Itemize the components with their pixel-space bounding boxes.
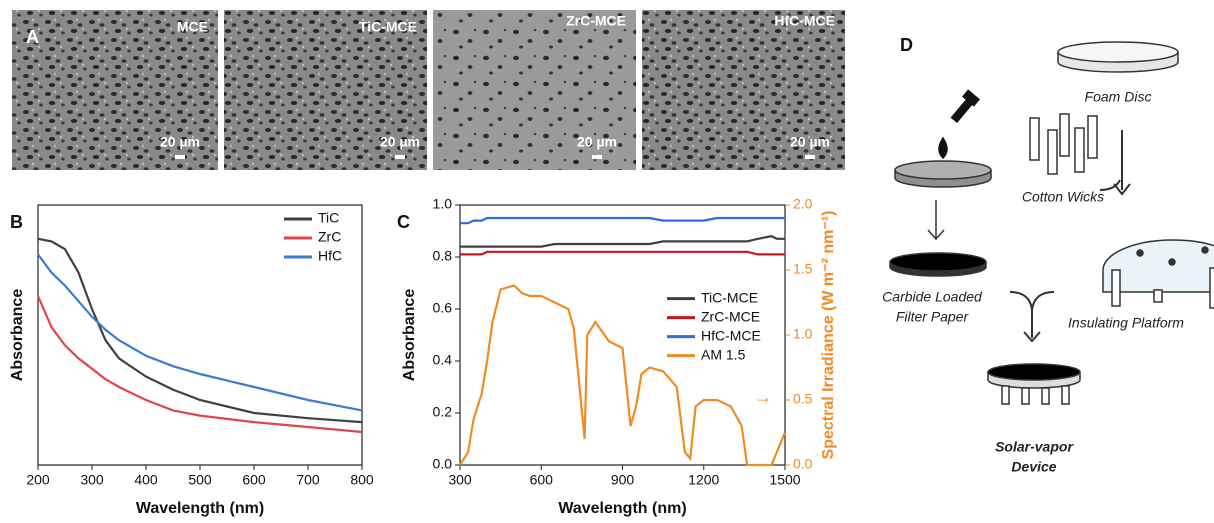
- sem-image: [642, 10, 845, 170]
- y2-axis-label: Spectral Irradiance (W m⁻² nm⁻¹): [820, 211, 837, 460]
- legend-label: TiC-MCE: [701, 289, 758, 305]
- sem-image: [224, 10, 427, 170]
- legend-label: AM 1.5: [701, 346, 746, 362]
- x-tick-label: 300: [448, 472, 472, 488]
- series-line: [460, 235, 785, 248]
- x-tick-label: 600: [530, 472, 554, 488]
- x-tick-label: 1500: [769, 472, 800, 488]
- dropper: [938, 89, 980, 160]
- series-line: [37, 237, 363, 424]
- diagram-label: Foam Disc: [1085, 89, 1152, 105]
- diagram-label: Carbide Loaded: [882, 289, 983, 305]
- series-line: [36, 295, 363, 434]
- legend-label: ZrC-MCE: [701, 308, 760, 324]
- legend-label: ZrC: [318, 229, 341, 245]
- loaded-disc: [889, 252, 987, 272]
- x-tick-label: 500: [188, 472, 212, 488]
- y2-tick-label: 1.5: [793, 261, 813, 277]
- diagram-label: Solar-vapor: [995, 439, 1074, 455]
- x-tick-label: 1200: [688, 472, 719, 488]
- x-tick-label: 800: [350, 472, 374, 488]
- scale-label: 20 µm: [790, 134, 830, 150]
- panel-label: B: [10, 212, 23, 232]
- filter-disc: [894, 160, 992, 180]
- series-line: [459, 284, 787, 467]
- sem-image: [433, 10, 636, 170]
- y2-tick-label: 0.5: [793, 391, 813, 407]
- y2-tick-label: 2.0: [793, 196, 813, 212]
- image-title: HfC-MCE: [774, 13, 835, 29]
- panel-label: D: [900, 35, 913, 55]
- diagram-label: Filter Paper: [896, 309, 970, 325]
- series-line: [37, 253, 363, 412]
- scale-bar: [175, 155, 185, 159]
- arrow: [1099, 130, 1131, 196]
- y-tick-label: 1.0: [433, 196, 453, 212]
- diagram-label: Device: [1011, 459, 1056, 475]
- device: [987, 363, 1081, 381]
- arrow: [927, 200, 945, 241]
- y-tick-label: 0.6: [433, 300, 453, 316]
- legend-label: HfC-MCE: [701, 327, 761, 343]
- panel-a: A MCE TiC-MCE ZrC-MCE HfC-MCE 20 µm 20 µ…: [12, 10, 845, 170]
- x-tick-label: 600: [242, 472, 266, 488]
- platform: [1102, 239, 1214, 293]
- annotation: →: [754, 387, 772, 407]
- scale-bar: [395, 155, 405, 159]
- diagram-label: Cotton Wicks: [1022, 189, 1104, 205]
- scale-bar: [805, 155, 815, 159]
- y-axis-label: Absorbance: [401, 289, 418, 382]
- x-tick-label: 400: [134, 472, 158, 488]
- scale-label: 20 µm: [577, 134, 617, 150]
- legend-label: TiC: [318, 210, 339, 226]
- x-tick-label: 700: [296, 472, 320, 488]
- x-tick-label: 300: [80, 472, 104, 488]
- scale-label: 20 µm: [160, 134, 200, 150]
- y2-tick-label: 1.0: [793, 326, 813, 342]
- arrow: [1009, 291, 1055, 343]
- image-title: MCE: [177, 19, 208, 35]
- wicks: [1029, 113, 1098, 175]
- diagram-label: Insulating Platform: [1068, 315, 1184, 331]
- y2-tick-label: 0.0: [793, 456, 813, 472]
- scale-bar: [592, 155, 602, 159]
- foam-disc: [1057, 41, 1179, 63]
- image-title: ZrC-MCE: [566, 13, 626, 29]
- x-axis-label: Wavelength (nm): [558, 500, 686, 517]
- plot-frame: [37, 204, 363, 466]
- image-title: TiC-MCE: [359, 19, 417, 35]
- y-tick-label: 0.8: [433, 248, 453, 264]
- sem-image: [12, 10, 218, 170]
- x-tick-label: 200: [26, 472, 50, 488]
- series-line: [460, 250, 785, 256]
- panel-label: C: [397, 212, 410, 232]
- scale-label: 20 µm: [380, 134, 420, 150]
- series-line: [460, 216, 785, 225]
- panel-d: D Foam Disc Carbide Loaded Filter Paper …: [882, 35, 1214, 475]
- y-axis-label: Absorbance: [9, 289, 26, 382]
- legend-label: HfC: [318, 248, 342, 264]
- y-tick-label: 0.2: [433, 404, 453, 420]
- x-axis-label: Wavelength (nm): [136, 500, 264, 517]
- x-tick-label: 900: [611, 472, 635, 488]
- y-tick-label: 0.4: [433, 352, 453, 368]
- y-tick-label: 0.0: [433, 456, 453, 472]
- panel-label: A: [26, 27, 39, 47]
